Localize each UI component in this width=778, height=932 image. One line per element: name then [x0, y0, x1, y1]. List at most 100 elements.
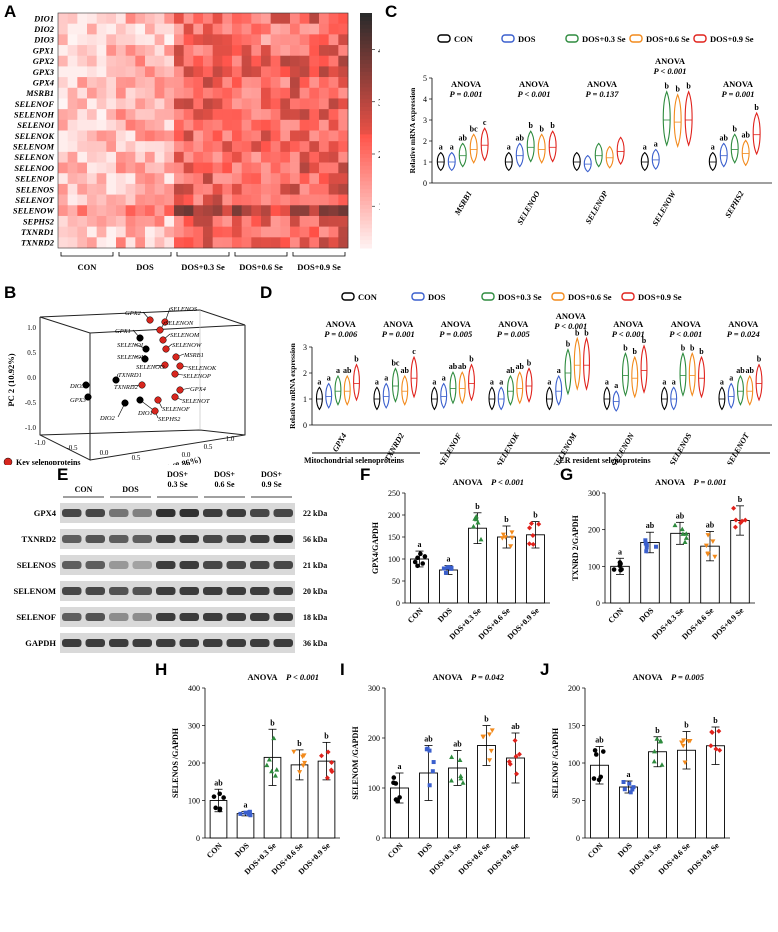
heatmap-cell	[135, 55, 146, 67]
significance-letter: b	[699, 347, 704, 356]
significance-letter: b	[642, 336, 647, 345]
wb-group-label: DOS	[122, 485, 139, 494]
colorbar-segment	[360, 220, 372, 225]
heatmap-cell	[338, 55, 349, 67]
heatmap-cell	[164, 87, 175, 99]
heatmap-cell	[96, 226, 107, 238]
heatmap-cell	[232, 66, 242, 78]
heatmap-frame	[57, 12, 349, 249]
heatmap-cell	[251, 215, 262, 227]
significance-letter: a	[499, 377, 503, 386]
heatmap-cell	[164, 77, 175, 89]
heatmap-cell	[328, 45, 339, 57]
heatmap-cell	[145, 119, 155, 131]
significance-letter: b	[675, 85, 680, 94]
significance-letter: b	[527, 358, 532, 367]
heatmap-cell	[261, 34, 271, 46]
wb-band	[156, 535, 176, 543]
heatmap-cell	[338, 173, 349, 185]
heatmap-cell	[135, 23, 146, 35]
data-point	[300, 754, 306, 760]
data-point	[297, 770, 303, 775]
y-axis-label: SELENOS /GAPDH	[171, 727, 180, 798]
data-point	[473, 513, 479, 519]
colorbar-segment	[360, 146, 372, 151]
wb-band	[62, 639, 82, 647]
significance-letter: b	[539, 124, 544, 133]
heatmap-cell	[67, 87, 78, 99]
category-label: SELENOS	[668, 431, 694, 465]
wb-band	[85, 509, 105, 517]
significance-letter: ab	[706, 521, 715, 530]
heatmap-cell	[193, 151, 204, 163]
heatmap-cell	[67, 13, 78, 24]
heatmap-cell	[193, 77, 204, 89]
heatmap-cell	[299, 141, 310, 153]
significance-letter: b	[324, 731, 329, 740]
colorbar-segment	[360, 36, 372, 41]
heatmap-cell	[328, 237, 339, 249]
heatmap-cell	[125, 215, 136, 227]
data-point	[328, 767, 334, 773]
wb-strip	[60, 607, 295, 627]
heatmap-cell	[193, 34, 204, 46]
significance-letter: a	[442, 374, 446, 383]
heatmap-cell	[203, 151, 213, 163]
category-label: DOS+0.9 Se	[506, 606, 542, 642]
wb-protein-label: SELENOF	[16, 612, 56, 622]
pca-point	[82, 381, 90, 389]
wb-group-label: 0.3 Se	[168, 480, 188, 489]
heatmap-cell	[116, 119, 126, 131]
heatmap-cell	[280, 237, 291, 249]
heatmap-cell	[106, 109, 117, 121]
heatmap-cell	[212, 77, 223, 89]
heatmap-cell	[299, 194, 310, 206]
heatmap-cell	[58, 183, 68, 195]
heatmap-cell	[87, 45, 97, 57]
heatmap-cell	[67, 98, 78, 110]
data-point	[528, 521, 534, 527]
legend-label: DOS+0.3 Se	[582, 34, 626, 44]
heatmap-cell	[96, 215, 107, 227]
wb-kda-label: 36 kDa	[303, 639, 327, 648]
heatmap-cell	[116, 205, 126, 217]
colorbar-segment	[360, 91, 372, 96]
wb-band	[85, 613, 105, 621]
violin-dos06se	[469, 133, 478, 164]
data-point	[397, 795, 402, 800]
data-point	[622, 787, 627, 792]
wb-band	[226, 613, 246, 621]
data-point	[238, 811, 243, 816]
heatmap-cell	[290, 173, 300, 185]
heatmap-cell	[106, 237, 117, 249]
y-tick-label: 5	[423, 74, 427, 83]
heatmap-cell	[299, 151, 310, 163]
pca-point-label: GPX4	[190, 386, 207, 393]
heatmap-cell	[116, 34, 126, 46]
heatmap-cell	[106, 226, 117, 238]
data-point	[507, 761, 513, 767]
heatmap-cell	[261, 215, 271, 227]
pca-z-tick: 0.0	[182, 451, 191, 459]
heatmap-cell	[67, 237, 78, 249]
y-tick-label: 50	[392, 577, 400, 586]
heatmap-cell	[174, 87, 184, 99]
heatmap-cell	[135, 205, 146, 217]
pca-y-label: PC 2 (10.92%)	[6, 353, 16, 406]
significance-letter: ab	[516, 133, 525, 142]
heatmap-cell	[58, 205, 68, 217]
data-point	[683, 535, 689, 540]
heatmap-cell	[222, 23, 233, 35]
heatmap-cell	[290, 151, 300, 163]
pca-point-label: GPX1	[115, 328, 131, 335]
heatmap-cell	[145, 55, 155, 67]
heatmap-cell	[290, 162, 300, 174]
heatmap-cell	[106, 23, 117, 35]
heatmap-cell	[125, 119, 136, 131]
chart-d-panel: CON DOS DOS+0.3 Se DOS+0.6 Se DOS+0.9 Se 0 1 2 3…	[288, 292, 772, 465]
heatmap-cell	[222, 237, 233, 249]
category-label: SELENOW	[651, 189, 679, 228]
heatmap-cell	[183, 130, 194, 142]
heatmap-cell	[96, 237, 107, 249]
colorbar-segment	[360, 173, 372, 178]
